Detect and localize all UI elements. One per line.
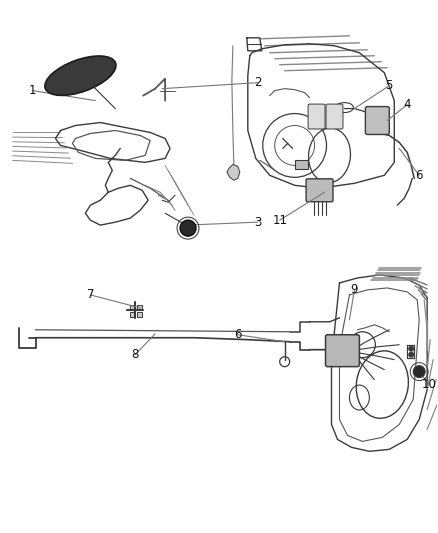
Text: 8: 8 bbox=[131, 348, 139, 361]
FancyBboxPatch shape bbox=[306, 179, 333, 201]
FancyBboxPatch shape bbox=[137, 305, 142, 310]
Text: 9: 9 bbox=[351, 284, 358, 296]
Text: 2: 2 bbox=[254, 76, 261, 89]
Text: 6: 6 bbox=[415, 169, 423, 182]
FancyBboxPatch shape bbox=[130, 305, 135, 310]
FancyBboxPatch shape bbox=[326, 104, 343, 129]
Ellipse shape bbox=[45, 56, 116, 95]
FancyBboxPatch shape bbox=[295, 160, 308, 169]
Text: 3: 3 bbox=[254, 216, 261, 229]
Text: 11: 11 bbox=[272, 214, 287, 227]
Circle shape bbox=[408, 346, 414, 352]
Polygon shape bbox=[227, 164, 240, 180]
Text: 5: 5 bbox=[385, 79, 393, 92]
Circle shape bbox=[408, 352, 414, 358]
Circle shape bbox=[180, 220, 196, 236]
Text: 4: 4 bbox=[403, 98, 411, 111]
FancyBboxPatch shape bbox=[137, 312, 142, 317]
FancyBboxPatch shape bbox=[365, 107, 389, 134]
FancyBboxPatch shape bbox=[308, 104, 325, 129]
FancyBboxPatch shape bbox=[130, 312, 135, 317]
Circle shape bbox=[413, 366, 425, 377]
FancyBboxPatch shape bbox=[325, 335, 360, 367]
Text: 6: 6 bbox=[234, 328, 242, 341]
Text: 7: 7 bbox=[87, 288, 94, 301]
Text: 1: 1 bbox=[29, 84, 36, 97]
Text: 10: 10 bbox=[422, 378, 437, 391]
